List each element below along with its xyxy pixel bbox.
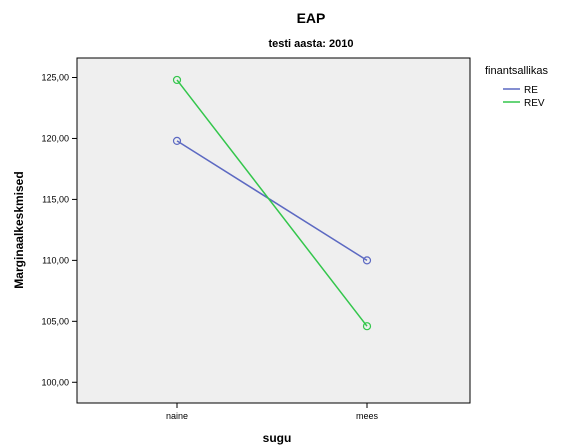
y-tick-label: 115,00 — [42, 194, 69, 204]
series-line-re — [176, 140, 368, 262]
y-axis-label: Marginaalkeskmised — [12, 171, 26, 288]
y-tick-label: 110,00 — [42, 255, 69, 265]
chart-subtitle: testi aasta: 2010 — [269, 38, 354, 50]
y-tick-label: 125,00 — [41, 73, 69, 83]
legend: finantsallikas RE REV — [485, 65, 548, 109]
legend-title: finantsallikas — [485, 65, 548, 77]
series-layer — [172, 75, 372, 331]
legend-label-rev: REV — [524, 98, 545, 109]
data-point-re — [362, 256, 372, 265]
plot-area — [76, 57, 471, 404]
data-point-rev — [362, 322, 372, 331]
x-axis-label: sugu — [263, 431, 292, 445]
y-axis: 100,00 105,00 110,00 115,00 120,00 125,00 — [41, 73, 77, 387]
legend-label-re: RE — [524, 85, 538, 96]
x-axis: naine mees — [166, 403, 379, 421]
y-tick-label: 100,00 — [41, 377, 69, 387]
y-tick-label: 120,00 — [41, 133, 69, 143]
series-line-rev — [176, 79, 368, 327]
data-point-rev — [172, 75, 182, 85]
y-tick-label: 105,00 — [41, 316, 69, 326]
chart-title: EAP — [297, 10, 326, 26]
x-tick-label: naine — [166, 411, 188, 421]
data-point-re — [172, 136, 182, 145]
x-tick-label: mees — [356, 411, 379, 421]
